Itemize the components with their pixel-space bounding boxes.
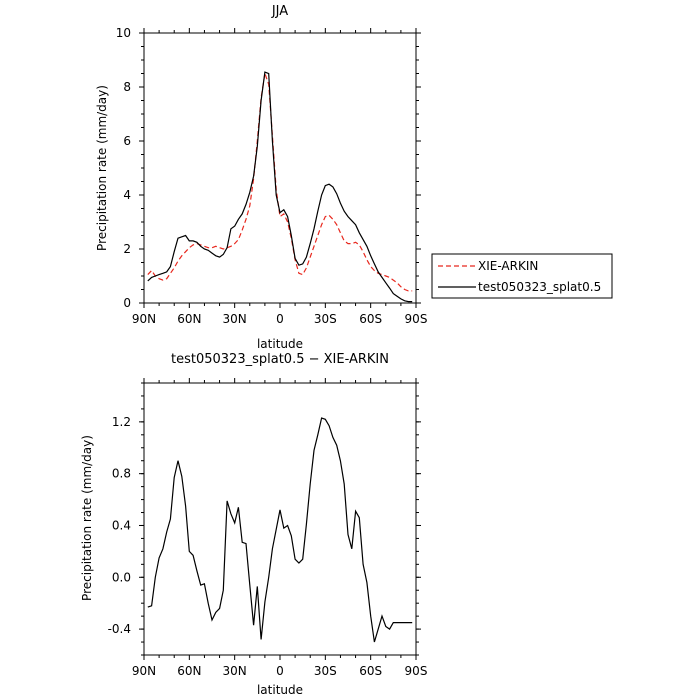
bottom-chart-panel: test050323_splat0.5 − XIE-ARKIN latitude… (80, 352, 427, 697)
top-x-tick-label: 30S (314, 312, 337, 326)
top-x-tick-label: 30N (223, 312, 247, 326)
top-x-tick-label: 90S (405, 312, 428, 326)
top-series-line-0 (147, 73, 413, 292)
top-y-tick-label: 8 (123, 80, 131, 94)
bottom-y-tick-label: 0.4 (112, 518, 131, 532)
top-x-tick-label: 60N (177, 312, 201, 326)
legend-box (431, 253, 613, 299)
bottom-y-tick-label: -0.4 (108, 622, 131, 636)
bottom-series-line-0 (147, 417, 413, 643)
top-y-axis-label: Precipitation rate (mm/day) (95, 85, 109, 251)
top-y-tick-label: 0 (123, 296, 131, 310)
top-series-line-1 (147, 71, 413, 303)
bottom-plot-frame (143, 382, 417, 656)
top-y-tick-label: 6 (123, 134, 131, 148)
bottom-x-tick-label: 90S (405, 664, 428, 678)
bottom-y-tick-label: 0.8 (112, 467, 131, 481)
bottom-y-axis-label: Precipitation rate (mm/day) (80, 435, 94, 601)
bottom-x-tick-label: 60N (177, 664, 201, 678)
bottom-series-lines (147, 417, 413, 643)
bottom-x-tick-label: 90N (132, 664, 156, 678)
top-x-tick-label: 60S (359, 312, 382, 326)
bottom-x-tick-label: 30N (223, 664, 247, 678)
top-y-tick-label: 2 (123, 242, 131, 256)
legend-label-xie-arkin: XIE-ARKIN (478, 259, 538, 273)
legend-label-test: test050323_splat0.5 (478, 280, 601, 294)
bottom-x-tick-label: 30S (314, 664, 337, 678)
top-x-axis-label: latitude (257, 337, 303, 351)
bottom-y-tick-label: 0.0 (112, 570, 131, 584)
bottom-x-tick-label: 0 (276, 664, 284, 678)
top-x-tick-label: 0 (276, 312, 284, 326)
bottom-x-axis-label: latitude (257, 683, 303, 697)
bottom-y-tick-label: 1.2 (112, 415, 131, 429)
top-y-tick-label: 10 (116, 26, 131, 40)
top-x-tick-label: 90N (132, 312, 156, 326)
bottom-chart-title: test050323_splat0.5 − XIE-ARKIN (171, 352, 389, 367)
top-y-tick-label: 4 (123, 188, 131, 202)
top-chart-title: JJA (271, 4, 288, 19)
top-series-lines (147, 71, 413, 303)
top-axis-ticks: 90N 60N 30N 0 30S 60S 90S 0 2 4 6 8 10 (116, 26, 428, 326)
top-chart-panel: JJA latitude Precipitation rate (mm/day)… (95, 4, 613, 351)
bottom-axis-ticks: 90N 60N 30N 0 30S 60S 90S -0.4 0.0 0.4 0.8 1.2 (108, 378, 428, 678)
legend: XIE-ARKIN test050323_splat0.5 (431, 253, 613, 299)
top-plot-frame (143, 32, 417, 304)
bottom-x-tick-label: 60S (359, 664, 382, 678)
